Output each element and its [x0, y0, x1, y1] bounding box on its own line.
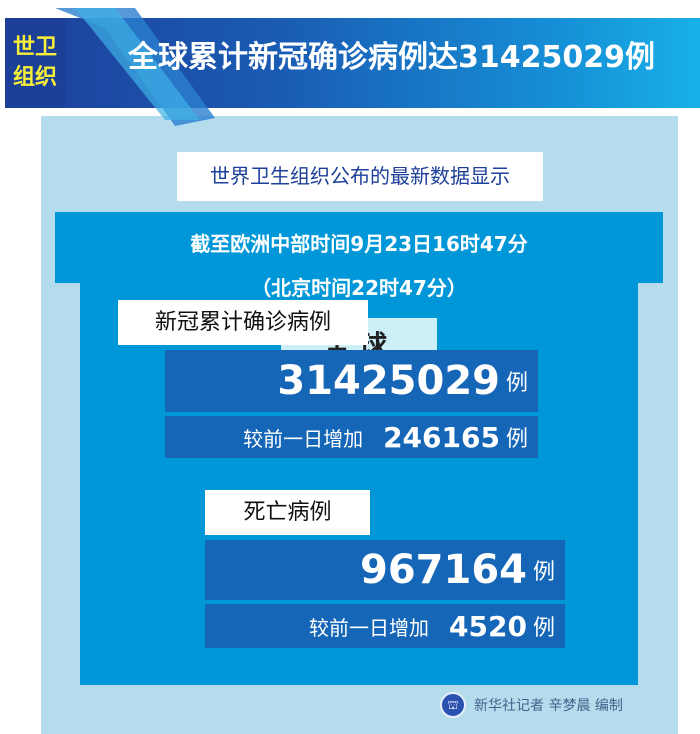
- unit: 例: [505, 371, 528, 396]
- confirmed-delta-box: 较前一日增加 246165 例: [165, 416, 538, 458]
- deaths-total-box: 967164 例: [205, 540, 565, 600]
- deaths-label: 死亡病例: [205, 490, 370, 535]
- confirmed-total-box: 31425029 例: [165, 350, 538, 412]
- delta-label: 较前一日增加: [309, 615, 430, 640]
- xinhua-logo-icon: ⛫: [440, 692, 466, 718]
- delta-label: 较前一日增加: [243, 426, 364, 451]
- deaths-delta: 4520: [449, 609, 527, 643]
- confirmed-total: 31425029: [277, 358, 500, 404]
- unit: 例: [532, 560, 555, 585]
- confirmed-label: 新冠累计确诊病例: [118, 300, 368, 345]
- who-tag: 世卫 组织: [5, 18, 65, 108]
- subtitle: 世界卫生组织公布的最新数据显示: [177, 152, 543, 201]
- tag-line: 世卫: [12, 35, 57, 60]
- time-cet: 截至欧洲中部时间9月23日16时47分: [190, 232, 528, 256]
- deaths-delta-box: 较前一日增加 4520 例: [205, 604, 565, 648]
- unit: 例: [505, 427, 528, 452]
- confirmed-delta: 246165: [383, 420, 500, 454]
- footer-credit: ⛫ 新华社记者 辛梦晨 编制: [440, 690, 623, 720]
- time-beijing: （北京时间22时47分）: [251, 276, 467, 300]
- unit: 例: [532, 616, 555, 641]
- page-title: 全球累计新冠确诊病例达31425029例: [128, 40, 655, 75]
- credit-text: 新华社记者 辛梦晨 编制: [474, 698, 623, 714]
- ribbon-decoration: [55, 8, 215, 126]
- tag-line: 组织: [12, 65, 57, 90]
- deaths-total: 967164: [359, 547, 527, 593]
